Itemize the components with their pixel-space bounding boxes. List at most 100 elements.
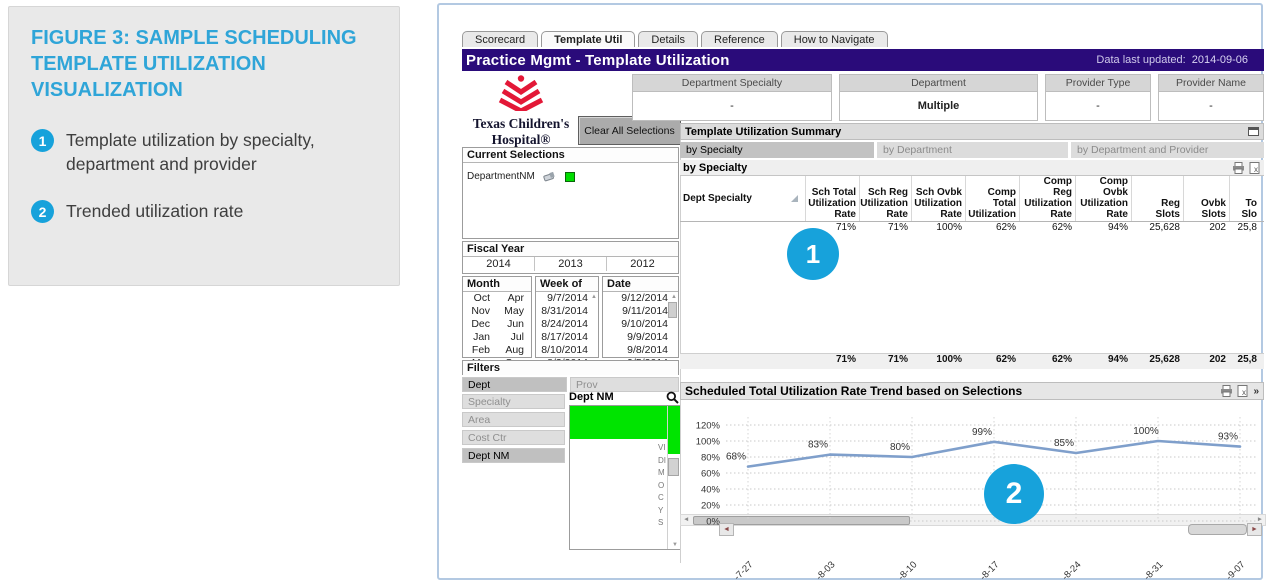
table-scroll-right-icon[interactable]: ►: [1256, 516, 1263, 523]
dept-nm-scroll-down-icon[interactable]: ▼: [672, 542, 678, 548]
col-ovbk-slots[interactable]: Ovbk Slots: [1183, 176, 1229, 221]
month-dec[interactable]: Dec: [471, 318, 490, 330]
table-scroll-thumb[interactable]: [693, 516, 910, 525]
fiscal-year-2013[interactable]: 2013: [535, 257, 607, 271]
date-scroll-thumb[interactable]: [668, 302, 677, 318]
chart-scroll-thumb[interactable]: [1188, 524, 1247, 535]
tab-details[interactable]: Details: [638, 31, 699, 47]
month-feb[interactable]: Feb: [471, 344, 490, 356]
trend-panel-header: Scheduled Total Utilization Rate Trend b…: [680, 382, 1264, 400]
more-options-icon[interactable]: »: [1253, 385, 1259, 397]
sheet-tabstrip: Scorecard Template Util Details Referenc…: [462, 31, 888, 49]
tab-reference[interactable]: Reference: [701, 31, 778, 47]
dept-nm-scroll-thumb[interactable]: [668, 458, 679, 476]
date-item[interactable]: 9/10/2014: [621, 318, 668, 330]
date-item[interactable]: 9/12/2014: [621, 292, 668, 304]
print-icon[interactable]: [1232, 161, 1245, 174]
col-dept-specialty[interactable]: Dept Specialty: [680, 176, 805, 221]
restore-window-icon[interactable]: [1248, 127, 1259, 136]
filter-button-dept-nm[interactable]: Dept NM: [462, 448, 565, 463]
total-cell: 94%: [1107, 354, 1128, 365]
svg-text:x: x: [1242, 388, 1246, 397]
chart-scroll-right-icon[interactable]: ►: [1247, 523, 1262, 536]
figure-title: FIGURE 3: SAMPLE SCHEDULING TEMPLATE UTI…: [31, 27, 357, 101]
filter-button-area[interactable]: Area: [462, 412, 565, 427]
col-comp-ovbk[interactable]: Comp Ovbk Utilization Rate: [1075, 176, 1131, 221]
month-values[interactable]: Oct Nov Dec Jan Feb Mar Apr May Jun Jul …: [463, 292, 531, 370]
bullet-2-badge: 2: [31, 200, 54, 224]
week-of-values[interactable]: 9/7/2014 8/31/2014 8/24/2014 8/17/2014 8…: [536, 292, 598, 370]
week-item[interactable]: 9/7/2014: [547, 292, 588, 304]
selector-department-specialty-value[interactable]: -: [632, 92, 832, 121]
export-excel-icon[interactable]: x: [1237, 385, 1249, 397]
table-scroll-left-icon[interactable]: ◄: [683, 516, 690, 523]
month-apr[interactable]: Apr: [507, 292, 524, 304]
search-icon[interactable]: [666, 391, 679, 404]
week-item[interactable]: 8/10/2014: [541, 344, 588, 356]
col-comp-total[interactable]: Comp Total Utilization: [965, 176, 1019, 221]
col-sch-reg[interactable]: Sch Reg Utilization Rate: [859, 176, 911, 221]
view-tab-by-department[interactable]: by Department: [877, 142, 1068, 158]
month-may[interactable]: May: [504, 305, 524, 317]
selector-provider-type-label: Provider Type: [1045, 74, 1151, 92]
col-tot-slots[interactable]: To Slo: [1229, 176, 1260, 221]
date-item[interactable]: 9/11/2014: [622, 305, 668, 317]
selector-provider-name-value[interactable]: -: [1158, 92, 1264, 121]
filter-button-cost-ctr[interactable]: Cost Ctr: [462, 430, 565, 445]
fiscal-year-2014[interactable]: 2014: [463, 257, 535, 271]
filter-tab-dept[interactable]: Dept: [462, 377, 567, 392]
week-item[interactable]: 8/17/2014: [541, 331, 588, 343]
view-tab-by-department-and-provider[interactable]: by Department and Provider: [1071, 142, 1264, 158]
export-excel-icon[interactable]: x: [1249, 161, 1261, 174]
col-reg-slots[interactable]: Reg Slots: [1131, 176, 1183, 221]
total-cell: 71%: [835, 354, 856, 365]
date-item[interactable]: 9/9/2014: [627, 331, 668, 343]
table-caption-bar: by Specialty x: [680, 160, 1264, 176]
app-title: Practice Mgmt - Template Utilization: [466, 51, 730, 69]
cell: 100%: [936, 222, 962, 233]
current-selection-item: DepartmentNM: [463, 163, 678, 190]
selector-provider-type-value[interactable]: -: [1045, 92, 1151, 121]
filter-button-specialty[interactable]: Specialty: [462, 394, 565, 409]
week-item[interactable]: 8/24/2014: [541, 318, 588, 330]
print-icon[interactable]: [1220, 385, 1233, 397]
month-oct[interactable]: Oct: [473, 292, 490, 304]
date-item[interactable]: 9/8/2014: [627, 344, 668, 356]
date-values[interactable]: 9/12/2014 9/11/2014 9/10/2014 9/9/2014 9…: [603, 292, 678, 370]
view-tab-by-specialty[interactable]: by Specialty: [680, 142, 874, 158]
total-cell: 100%: [936, 354, 962, 365]
col-comp-reg[interactable]: Comp Reg Utilization Rate: [1019, 176, 1075, 221]
month-nov[interactable]: Nov: [471, 305, 490, 317]
month-jul[interactable]: Jul: [510, 331, 524, 343]
tab-how-to-navigate[interactable]: How to Navigate: [780, 31, 888, 47]
tab-template-util[interactable]: Template Util: [541, 31, 636, 47]
tab-scorecard[interactable]: Scorecard: [462, 31, 539, 47]
filter-tab-prov[interactable]: Prov: [570, 377, 679, 392]
month-jan[interactable]: Jan: [473, 331, 490, 343]
bullet-1-text: Template utilization by specialty, depar…: [66, 130, 315, 174]
week-scroll-up-icon[interactable]: ▲: [591, 294, 597, 300]
dept-nm-selected-values[interactable]: [570, 406, 680, 439]
dept-nm-scrollbar[interactable]: ▼: [667, 406, 680, 549]
svg-text:83%: 83%: [808, 440, 828, 451]
eraser-icon[interactable]: [543, 171, 557, 182]
col-sch-total[interactable]: Sch Total Utilization Rate: [805, 176, 859, 221]
dept-nm-listbox[interactable]: ▼ VI DI M O C Y S: [569, 405, 681, 550]
chart-scroll-left-icon[interactable]: ◄: [719, 523, 734, 536]
selector-department-value[interactable]: Multiple: [839, 92, 1038, 121]
month-aug[interactable]: Aug: [505, 344, 524, 356]
cell-dept-specialty: [680, 222, 805, 236]
fiscal-year-2012[interactable]: 2012: [630, 258, 655, 270]
bullet-2-text: Trended utilization rate: [66, 201, 244, 222]
cell: 25,628: [1149, 222, 1180, 233]
summary-totals-row: 71% 71% 100% 62% 62% 94% 25,628 202 25,8: [680, 353, 1264, 369]
sort-icon: [791, 194, 798, 202]
selector-department: Department Multiple: [839, 74, 1038, 121]
month-jun[interactable]: Jun: [507, 318, 524, 330]
week-item[interactable]: 8/31/2014: [541, 305, 588, 317]
col-sch-ovbk[interactable]: Sch Ovbk Utilization Rate: [911, 176, 965, 221]
svg-text:100%: 100%: [696, 437, 721, 448]
date-scroll-up-icon[interactable]: ▲: [671, 294, 677, 300]
table-hscrollbar[interactable]: ◄ ►: [680, 514, 1266, 526]
table-caption: by Specialty: [683, 161, 748, 174]
